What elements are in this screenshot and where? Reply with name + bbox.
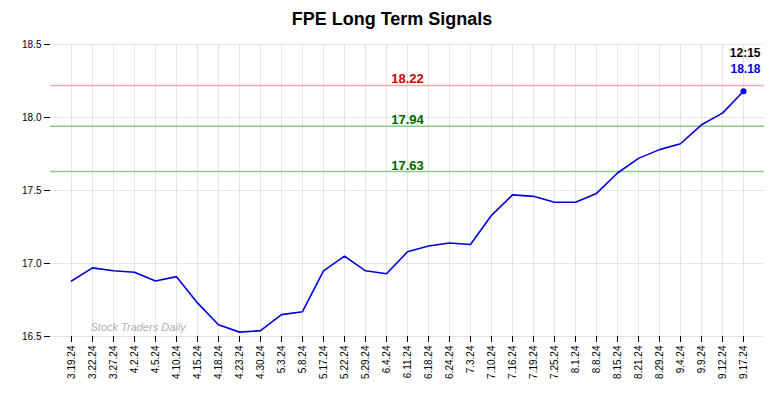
svg-text:9.12.24: 9.12.24 <box>717 345 728 379</box>
svg-text:17.5: 17.5 <box>22 185 42 196</box>
svg-text:17.94: 17.94 <box>391 112 424 127</box>
svg-text:5.8.24: 5.8.24 <box>297 345 308 373</box>
svg-text:4.30.24: 4.30.24 <box>255 345 266 379</box>
svg-text:7.3.24: 7.3.24 <box>465 345 476 373</box>
svg-text:6.4.24: 6.4.24 <box>381 345 392 373</box>
svg-text:6.18.24: 6.18.24 <box>423 345 434 379</box>
svg-text:6.11.24: 6.11.24 <box>402 345 413 378</box>
svg-text:5.29.24: 5.29.24 <box>360 345 371 379</box>
svg-text:7.16.24: 7.16.24 <box>507 345 518 379</box>
svg-text:18.5: 18.5 <box>22 39 42 50</box>
svg-text:8.1.24: 8.1.24 <box>570 345 581 373</box>
svg-text:17.63: 17.63 <box>391 158 424 173</box>
svg-text:3.19.24: 3.19.24 <box>66 345 77 379</box>
html-text:FPE Long Term Signals: FPE Long Term Signals <box>291 9 493 29</box>
svg-text:4.5.24: 4.5.24 <box>150 345 161 373</box>
svg-text:5.3.24: 5.3.24 <box>276 345 287 373</box>
svg-text:4.10.24: 4.10.24 <box>171 345 182 379</box>
svg-text:17.0: 17.0 <box>22 258 42 269</box>
svg-text:7.19.24: 7.19.24 <box>528 345 539 379</box>
svg-text:8.15.24: 8.15.24 <box>612 345 623 379</box>
svg-text:8.29.24: 8.29.24 <box>654 345 665 379</box>
svg-text:4.18.24: 4.18.24 <box>213 345 224 379</box>
svg-text:9.17.24: 9.17.24 <box>738 345 749 379</box>
svg-text:18.18: 18.18 <box>730 62 760 76</box>
svg-text:8.8.24: 8.8.24 <box>591 345 602 373</box>
svg-text:Stock Traders Daily: Stock Traders Daily <box>91 321 188 333</box>
svg-text:7.10.24: 7.10.24 <box>486 345 497 379</box>
svg-text:5.17.24: 5.17.24 <box>318 345 329 379</box>
svg-text:16.5: 16.5 <box>22 331 42 342</box>
svg-text:9.9.24: 9.9.24 <box>696 345 707 373</box>
svg-text:5.22.24: 5.22.24 <box>339 345 350 379</box>
svg-text:12:15: 12:15 <box>730 46 761 60</box>
svg-text:3.27.24: 3.27.24 <box>108 345 119 379</box>
svg-text:3.22.24: 3.22.24 <box>87 345 98 379</box>
svg-text:4.2.24: 4.2.24 <box>129 345 140 373</box>
svg-text:9.4.24: 9.4.24 <box>675 345 686 373</box>
svg-text:4.15.24: 4.15.24 <box>192 345 203 379</box>
svg-text:7.25.24: 7.25.24 <box>549 345 560 379</box>
svg-text:4.23.24: 4.23.24 <box>234 345 245 379</box>
svg-text:6.24.24: 6.24.24 <box>444 345 455 379</box>
svg-text:8.21.24: 8.21.24 <box>633 345 644 379</box>
svg-text:18.0: 18.0 <box>22 112 42 123</box>
svg-text:18.22: 18.22 <box>391 71 424 86</box>
